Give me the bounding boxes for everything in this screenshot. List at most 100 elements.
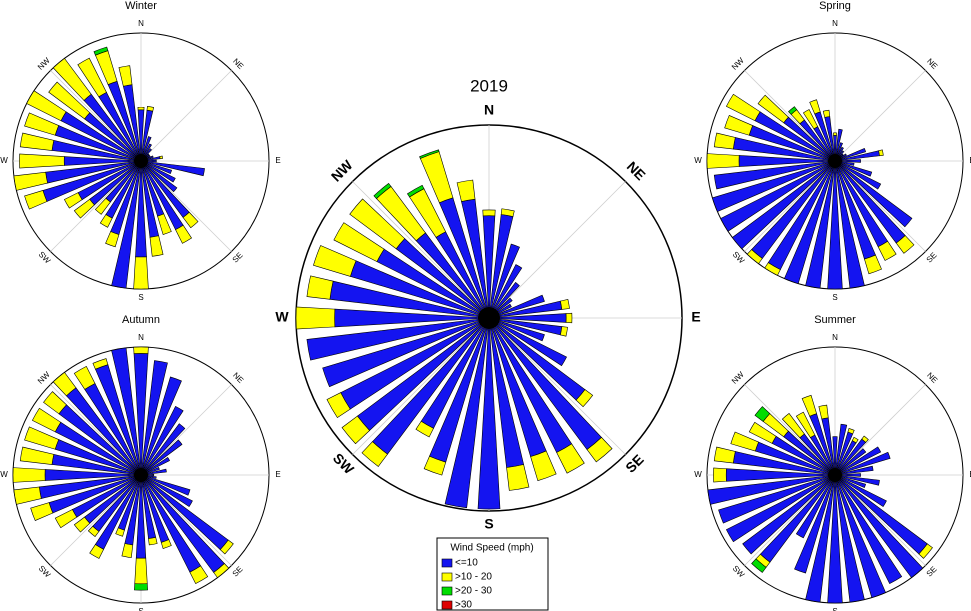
rose-segment (63, 192, 83, 209)
rose-segment (805, 474, 836, 603)
rose-segment (851, 436, 859, 444)
rose-segment (834, 159, 861, 163)
compass-label: W (0, 156, 8, 165)
rose-segment (488, 264, 523, 319)
rose-segment (12, 467, 46, 483)
compass-label: W (694, 156, 702, 165)
rose-segment (834, 160, 865, 289)
rose-segment (306, 317, 490, 361)
rose-segment (783, 160, 836, 284)
center-dot (134, 468, 148, 482)
compass-line (834, 160, 926, 252)
rose-segment (313, 245, 357, 277)
rose-segment (730, 431, 759, 452)
rose-segment (822, 109, 831, 118)
rose-segment (140, 474, 191, 496)
rose-segment (560, 298, 570, 310)
rose-segment (160, 539, 172, 549)
rose-segment (43, 391, 67, 415)
rose-segment (140, 405, 184, 476)
rose-segment (878, 149, 884, 157)
rose-segment (707, 474, 836, 505)
compass-label: N (138, 19, 144, 28)
rose-segment (94, 197, 111, 215)
rose-segment (834, 160, 882, 190)
compass-label: N (138, 333, 144, 342)
compass-label: S (484, 516, 493, 532)
rose-segment (488, 317, 567, 367)
rose-segment (189, 565, 209, 585)
rose-segment (751, 558, 767, 573)
rose-segment (133, 346, 149, 354)
chart-title: Spring (819, 0, 851, 12)
rose-segment (713, 446, 736, 464)
rose-segment (157, 213, 172, 235)
rose-segment (137, 106, 145, 111)
center-dot (478, 307, 500, 329)
center-dot (134, 154, 148, 168)
compass-label: N (832, 19, 838, 28)
rose-segment (115, 527, 125, 537)
legend-title: Wind Speed (mph) (450, 543, 533, 554)
rose-segment (30, 502, 54, 521)
rose-segment (895, 235, 915, 254)
rose-segment (742, 474, 836, 555)
rose-segment (725, 474, 836, 543)
rose-segment (833, 132, 837, 136)
compass-line (744, 70, 836, 162)
rose-segment (415, 420, 434, 438)
rose-segment (24, 426, 60, 450)
rose-segment (89, 544, 105, 559)
rose-segment (834, 451, 891, 476)
rose-segment (361, 441, 388, 467)
rose-segment (802, 109, 819, 130)
rose-segment (295, 306, 336, 330)
compass-label: W (694, 470, 702, 479)
compass-line (744, 160, 836, 252)
rose-segment (373, 182, 392, 200)
compass-line (50, 70, 142, 162)
compass-label: W (275, 309, 289, 325)
rose-segment (827, 474, 843, 604)
rose-segment (134, 583, 148, 591)
rose-segment (140, 360, 168, 476)
rose-segment (406, 184, 425, 198)
rose-segment (146, 106, 155, 112)
rose-segment (111, 347, 142, 476)
center-dot (828, 468, 842, 482)
rose-segment (133, 256, 149, 290)
rose-segment (556, 443, 585, 474)
rose-segment (834, 160, 913, 228)
compass-line (140, 160, 232, 252)
rose-segment (488, 317, 545, 342)
rose-segment (121, 543, 134, 558)
rose-segment (93, 46, 109, 56)
rose-segment (24, 190, 48, 210)
rose-segment (725, 93, 761, 122)
rose-segment (834, 474, 880, 486)
rose-segment (764, 262, 781, 276)
rose-segment (795, 411, 816, 438)
rose-segment (834, 473, 861, 477)
rose-segment (834, 474, 865, 603)
rose-segment (724, 115, 754, 136)
rose-segment (827, 160, 843, 290)
rose-segment (48, 81, 91, 120)
rose-segment (834, 474, 924, 579)
compass-line (50, 474, 142, 566)
rose-segment (140, 160, 173, 175)
rose-segment (26, 90, 67, 122)
rose-segment (718, 474, 836, 524)
compass-line (834, 474, 926, 566)
rose-segment (73, 365, 96, 390)
legend-label: <=10 (455, 558, 478, 569)
rose-segment (419, 149, 440, 159)
compass-label: E (969, 470, 971, 479)
rose-segment (530, 450, 557, 482)
compass-label: S (138, 607, 143, 611)
legend-label: >20 - 30 (455, 586, 492, 597)
rose-segment (832, 436, 838, 476)
compass-label: S (832, 293, 837, 302)
rose-segment (444, 317, 490, 509)
